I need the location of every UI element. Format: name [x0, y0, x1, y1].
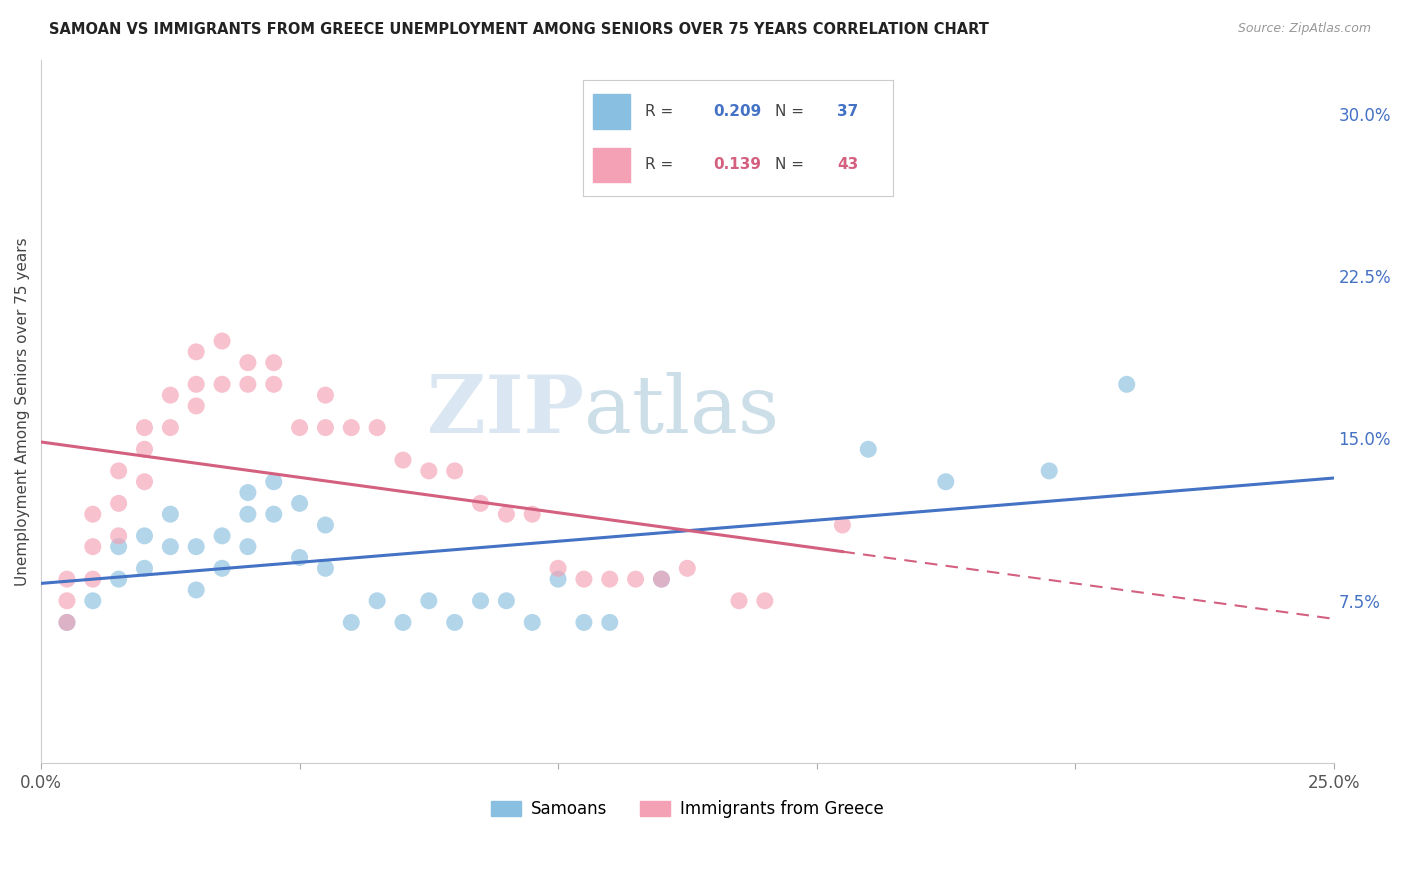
Point — [186, 540, 208, 554]
Point — [599, 572, 621, 586]
Point — [418, 594, 440, 608]
Point — [56, 615, 79, 630]
Point — [236, 485, 259, 500]
Point — [263, 507, 285, 521]
Text: R =: R = — [645, 104, 679, 120]
Point — [392, 453, 415, 467]
Point — [366, 420, 388, 434]
Point — [728, 594, 751, 608]
Point — [1038, 464, 1060, 478]
Text: 0.139: 0.139 — [713, 157, 762, 172]
Point — [340, 420, 363, 434]
Point — [495, 594, 517, 608]
Point — [263, 475, 285, 489]
Point — [288, 420, 311, 434]
Point — [522, 507, 544, 521]
Point — [392, 615, 415, 630]
Point — [134, 529, 156, 543]
Point — [935, 475, 957, 489]
Point — [470, 496, 492, 510]
Point — [236, 507, 259, 521]
Text: N =: N = — [775, 104, 808, 120]
Point — [366, 594, 388, 608]
Point — [159, 388, 181, 402]
Point — [572, 615, 595, 630]
Point — [650, 572, 672, 586]
Point — [314, 388, 336, 402]
Point — [159, 420, 181, 434]
Point — [56, 572, 79, 586]
Y-axis label: Unemployment Among Seniors over 75 years: Unemployment Among Seniors over 75 years — [15, 237, 30, 586]
Legend: Samoans, Immigrants from Greece: Samoans, Immigrants from Greece — [484, 794, 891, 825]
Point — [107, 529, 129, 543]
Point — [134, 420, 156, 434]
Point — [159, 540, 181, 554]
Bar — [593, 147, 630, 182]
Point — [314, 518, 336, 533]
Point — [107, 496, 129, 510]
Point — [56, 615, 79, 630]
Point — [314, 420, 336, 434]
Text: Source: ZipAtlas.com: Source: ZipAtlas.com — [1237, 22, 1371, 36]
Point — [236, 540, 259, 554]
Point — [547, 572, 569, 586]
Point — [443, 464, 465, 478]
Text: R =: R = — [645, 157, 679, 172]
Point — [211, 377, 233, 392]
Point — [186, 582, 208, 597]
Point — [236, 377, 259, 392]
Point — [82, 540, 104, 554]
Point — [186, 377, 208, 392]
Point — [56, 594, 79, 608]
Point — [211, 561, 233, 575]
Point — [134, 475, 156, 489]
Point — [288, 550, 311, 565]
Point — [211, 334, 233, 348]
Point — [236, 356, 259, 370]
Point — [107, 464, 129, 478]
Point — [470, 594, 492, 608]
Point — [82, 594, 104, 608]
Text: 37: 37 — [837, 104, 859, 120]
Point — [572, 572, 595, 586]
Text: atlas: atlas — [583, 372, 779, 450]
Point — [418, 464, 440, 478]
Point — [159, 507, 181, 521]
Point — [263, 377, 285, 392]
Text: 43: 43 — [837, 157, 859, 172]
Point — [134, 442, 156, 457]
Point — [82, 572, 104, 586]
Point — [522, 615, 544, 630]
Text: 0.209: 0.209 — [713, 104, 762, 120]
Point — [134, 561, 156, 575]
Point — [858, 442, 880, 457]
Point — [547, 561, 569, 575]
Point — [82, 507, 104, 521]
Point — [314, 561, 336, 575]
Point — [263, 356, 285, 370]
Point — [186, 399, 208, 413]
Point — [831, 518, 853, 533]
Point — [599, 615, 621, 630]
Point — [495, 507, 517, 521]
Point — [186, 344, 208, 359]
Point — [288, 496, 311, 510]
Point — [650, 572, 672, 586]
Point — [443, 615, 465, 630]
Point — [107, 572, 129, 586]
Point — [340, 615, 363, 630]
Point — [1115, 377, 1137, 392]
Point — [107, 540, 129, 554]
Point — [211, 529, 233, 543]
Point — [624, 572, 647, 586]
Bar — [593, 95, 630, 129]
Text: N =: N = — [775, 157, 808, 172]
Point — [676, 561, 699, 575]
Text: ZIP: ZIP — [427, 372, 583, 450]
Point — [754, 594, 776, 608]
Text: SAMOAN VS IMMIGRANTS FROM GREECE UNEMPLOYMENT AMONG SENIORS OVER 75 YEARS CORREL: SAMOAN VS IMMIGRANTS FROM GREECE UNEMPLO… — [49, 22, 988, 37]
